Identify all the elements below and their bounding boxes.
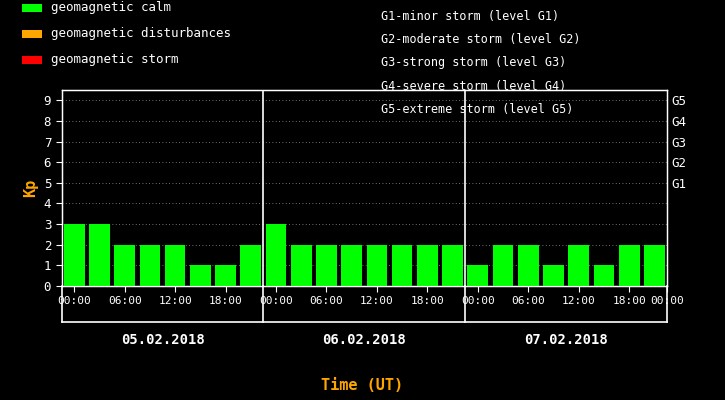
Text: G4-severe storm (level G4): G4-severe storm (level G4) [381, 80, 566, 93]
Text: 07.02.2018: 07.02.2018 [524, 333, 608, 347]
Bar [64, 224, 85, 286]
Text: G2-moderate storm (level G2): G2-moderate storm (level G2) [381, 33, 580, 46]
Bar [215, 265, 236, 286]
Bar [316, 245, 337, 286]
Bar [367, 245, 387, 286]
Bar [115, 245, 135, 286]
Y-axis label: Kp: Kp [23, 179, 38, 197]
Bar [493, 245, 513, 286]
Bar [89, 224, 109, 286]
Bar [140, 245, 160, 286]
Text: Time (UT): Time (UT) [321, 378, 404, 393]
Bar [543, 265, 564, 286]
Bar [241, 245, 261, 286]
Text: G5-extreme storm (level G5): G5-extreme storm (level G5) [381, 103, 573, 116]
Text: 06.02.2018: 06.02.2018 [323, 333, 406, 347]
Text: G3-strong storm (level G3): G3-strong storm (level G3) [381, 56, 566, 69]
Text: 05.02.2018: 05.02.2018 [120, 333, 204, 347]
Bar [392, 245, 413, 286]
Text: geomagnetic calm: geomagnetic calm [51, 2, 171, 14]
Bar [594, 265, 614, 286]
Bar [341, 245, 362, 286]
Bar [442, 245, 463, 286]
Bar [291, 245, 312, 286]
Bar [468, 265, 488, 286]
Bar [190, 265, 211, 286]
Text: G1-minor storm (level G1): G1-minor storm (level G1) [381, 10, 559, 23]
Bar [165, 245, 186, 286]
Bar [265, 224, 286, 286]
Text: geomagnetic disturbances: geomagnetic disturbances [51, 28, 231, 40]
Bar [644, 245, 665, 286]
Bar [518, 245, 539, 286]
Bar [568, 245, 589, 286]
Bar [417, 245, 438, 286]
Text: geomagnetic storm: geomagnetic storm [51, 54, 178, 66]
Bar [619, 245, 639, 286]
